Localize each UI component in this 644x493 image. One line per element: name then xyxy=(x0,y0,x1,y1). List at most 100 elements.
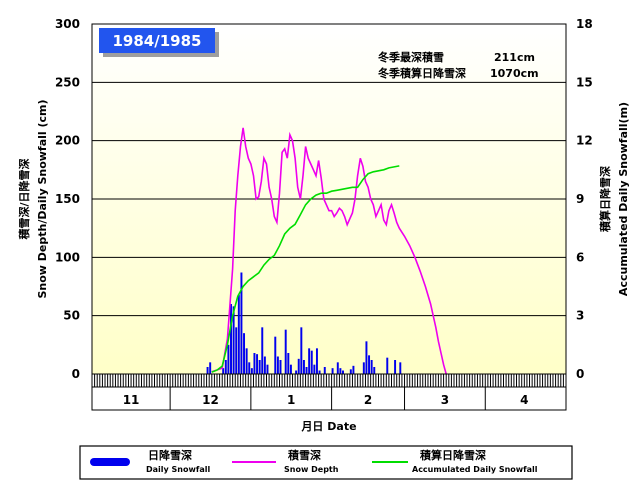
legend-label-snow-depth-en: Snow Depth xyxy=(284,465,339,474)
title-box xyxy=(99,28,215,53)
daily-snowfall-bar xyxy=(318,370,321,374)
y-label-left-en: Snow Depth/Daily Snowfall (cm) xyxy=(36,99,49,298)
y-tick-label-right: 3 xyxy=(576,309,584,323)
daily-snowfall-bar xyxy=(305,367,308,374)
daily-snowfall-bar xyxy=(365,341,368,374)
daily-snowfall-bar xyxy=(287,353,290,374)
daily-snowfall-bar xyxy=(258,360,261,374)
legend-item-accumulated: 積算日降雪深 Accumulated Daily Snowfall xyxy=(372,448,538,474)
daily-snowfall-bar xyxy=(323,367,326,374)
y-tick-label-left: 50 xyxy=(63,309,80,323)
daily-snowfall-bars xyxy=(206,272,402,374)
legend-item-snow-depth: 積雪深 Snow Depth xyxy=(232,448,339,474)
legend-label-accumulated-jp: 積算日降雪深 xyxy=(419,448,486,462)
daily-snowfall-bar xyxy=(315,348,318,374)
month-labels: 11 12 1 2 3 4 xyxy=(123,393,529,407)
daily-snowfall-bar xyxy=(342,370,344,374)
daily-snowfall-bar xyxy=(240,272,243,374)
daily-snowfall-bar xyxy=(279,360,282,374)
daily-snowfall-bar xyxy=(274,336,277,374)
month-label: 3 xyxy=(441,393,449,407)
daily-snowfall-bar xyxy=(295,370,298,374)
y-tick-label-left: 200 xyxy=(55,134,80,148)
daily-snowfall-bar xyxy=(230,304,232,374)
daily-snowfall-bar xyxy=(256,354,259,374)
daily-snowfall-bar xyxy=(297,358,300,374)
daily-snowfall-bar xyxy=(206,367,209,374)
daily-snowfall-bar xyxy=(352,365,355,374)
month-label: 11 xyxy=(123,393,140,407)
y-tick-label-right: 12 xyxy=(576,134,593,148)
total-snowfall-label: 冬季積算日降雪深 xyxy=(378,66,466,80)
daily-snowfall-bar xyxy=(250,368,253,374)
y-tick-label-left: 100 xyxy=(55,250,80,264)
y-tick-label-right: 9 xyxy=(576,192,584,206)
day-ticks xyxy=(91,374,567,387)
legend-box xyxy=(79,445,573,480)
chart-title: 1984/1985 xyxy=(113,32,202,50)
month-label: 4 xyxy=(520,393,528,407)
daily-snowfall-bar xyxy=(266,364,269,374)
snow-depth-line xyxy=(211,127,447,375)
legend-item-daily-snowfall: 日降雪深 Daily Snowfall xyxy=(90,448,210,474)
daily-snowfall-bar xyxy=(331,368,334,374)
y-label-left-jp: 積雪深/日降雪深 xyxy=(17,158,31,240)
y-tick-label-left: 300 xyxy=(55,17,80,31)
y-label-right-en: Accumulated Daily Snowfall(m) xyxy=(617,102,630,296)
daily-snowfall-bar xyxy=(394,360,397,374)
legend-label-accumulated-en: Accumulated Daily Snowfall xyxy=(412,465,538,474)
daily-snowfall-bar xyxy=(370,360,373,374)
daily-snowfall-bar xyxy=(245,348,248,374)
date-band xyxy=(91,386,567,411)
month-label: 2 xyxy=(364,393,372,407)
gridlines xyxy=(92,81,566,317)
daily-snowfall-bar xyxy=(284,329,287,374)
daily-snowfall-bar xyxy=(222,368,225,374)
daily-snowfall-bar xyxy=(349,369,352,374)
daily-snowfall-bar xyxy=(308,348,311,374)
y-ticks-left: 0 50 100 150 200 250 300 xyxy=(55,17,80,381)
total-snowfall-value: 1070cm xyxy=(490,67,539,80)
y-tick-label-right: 0 xyxy=(576,367,584,381)
y-tick-label-left: 0 xyxy=(72,367,80,381)
daily-snowfall-bar xyxy=(302,360,305,374)
daily-snowfall-bar xyxy=(289,364,292,374)
daily-snowfall-bar xyxy=(276,356,279,374)
daily-snowfall-bar xyxy=(313,364,316,374)
daily-snowfall-bar xyxy=(237,294,240,374)
daily-snowfall-bar xyxy=(209,362,212,374)
daily-snowfall-bar xyxy=(243,333,246,374)
y-tick-label-right: 18 xyxy=(576,17,593,31)
max-depth-label: 冬季最深積雪 xyxy=(378,50,444,64)
y-label-right-jp: 積算日降雪深 xyxy=(598,166,612,233)
legend-label-daily-snowfall-en: Daily Snowfall xyxy=(146,465,210,474)
daily-snowfall-bar xyxy=(339,368,342,374)
daily-snowfall-bar xyxy=(300,327,303,374)
legend-swatch-daily-snowfall xyxy=(90,458,130,466)
daily-snowfall-bar xyxy=(263,356,266,374)
daily-snowfall-bar xyxy=(362,362,365,374)
daily-snowfall-bar xyxy=(261,327,264,374)
x-axis-label: 月日 Date xyxy=(300,420,356,433)
y-tick-label-right: 6 xyxy=(576,250,584,264)
month-label: 12 xyxy=(202,393,219,407)
legend-label-snow-depth-jp: 積雪深 xyxy=(287,448,321,462)
daily-snowfall-bar xyxy=(224,360,227,374)
daily-snowfall-bar xyxy=(253,353,256,374)
daily-snowfall-bar xyxy=(399,362,402,374)
max-depth-value: 211cm xyxy=(494,51,535,64)
daily-snowfall-bar xyxy=(310,350,313,374)
accumulated-snowfall-line xyxy=(211,165,400,373)
daily-snowfall-bar xyxy=(248,362,251,374)
month-label: 1 xyxy=(287,393,295,407)
daily-snowfall-bar xyxy=(336,362,339,374)
daily-snowfall-bar xyxy=(373,367,376,374)
legend-label-daily-snowfall-jp: 日降雪深 xyxy=(148,448,192,462)
month-separators xyxy=(169,387,486,410)
daily-snowfall-bar xyxy=(227,344,230,374)
daily-snowfall-bar xyxy=(232,306,235,374)
y-tick-label-right: 15 xyxy=(576,75,593,89)
daily-snowfall-bar xyxy=(386,357,389,374)
y-ticks-right: 0 3 6 9 12 15 18 xyxy=(576,17,593,381)
